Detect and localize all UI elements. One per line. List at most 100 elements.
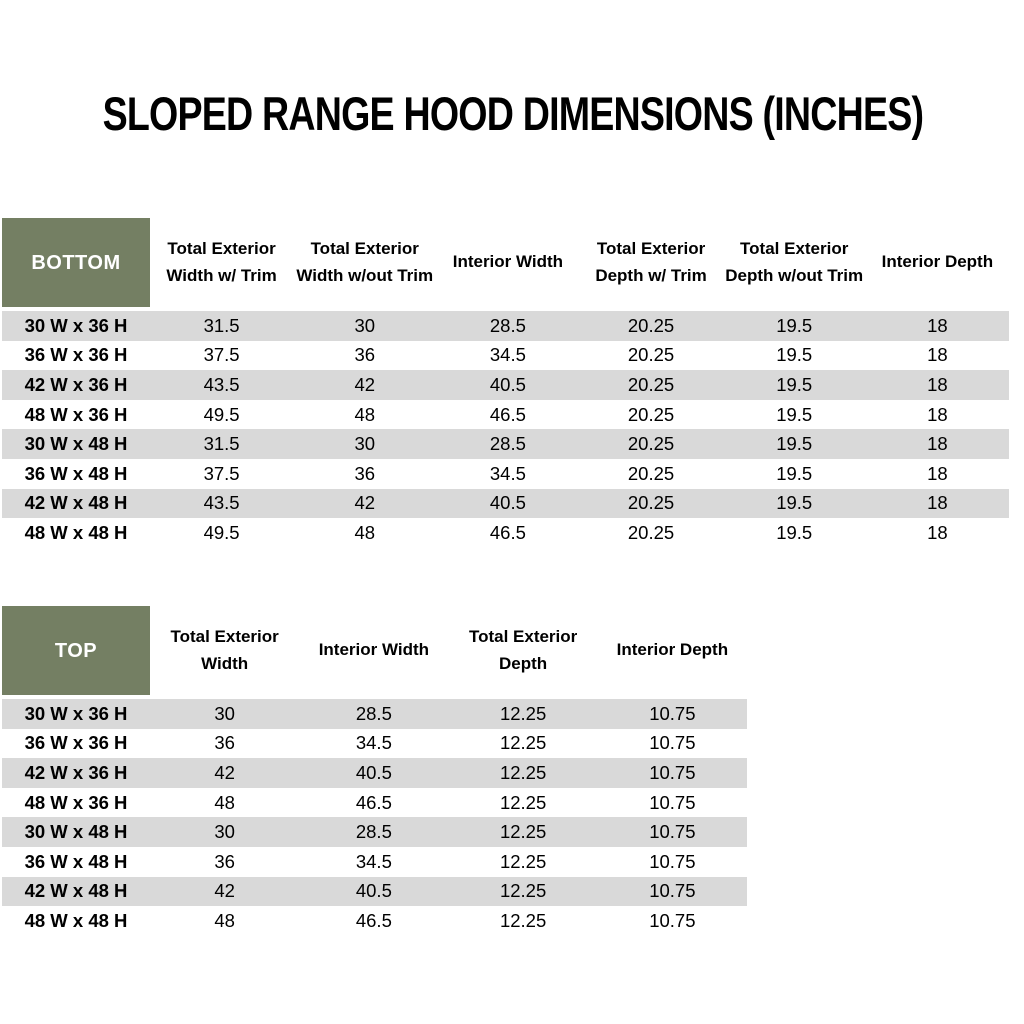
dimension-value: 34.5 <box>299 728 449 759</box>
dimension-value: 30 <box>293 311 437 341</box>
dimension-value: 37.5 <box>150 458 294 489</box>
dimension-value: 34.5 <box>436 340 580 371</box>
dimension-value: 49.5 <box>150 518 294 548</box>
dimension-value: 42 <box>293 370 437 400</box>
column-header: Total Exterior Width <box>150 606 300 695</box>
dimension-value: 46.5 <box>299 787 449 818</box>
header-spacer-cell <box>2 307 1009 311</box>
dimension-value: 19.5 <box>722 429 866 459</box>
row-label: 36 W x 36 H <box>2 340 150 371</box>
dimension-value: 40.5 <box>299 758 449 788</box>
row-label: 36 W x 48 H <box>2 458 150 489</box>
top-dimensions-header-row: TOP Total Exterior Width Interior Width Tot… <box>2 606 747 695</box>
dimension-value: 19.5 <box>722 399 866 430</box>
dimension-value: 30 <box>150 699 300 729</box>
header-spacer-cell <box>2 695 747 699</box>
dimension-value: 18 <box>865 518 1009 548</box>
bottom-dimensions-table: BOTTOM Total Exterior Width w/ Trim Total … <box>2 218 1009 548</box>
dimension-value: 28.5 <box>299 699 449 729</box>
dimension-value: 10.75 <box>597 787 747 818</box>
dimension-value: 28.5 <box>299 817 449 847</box>
dimension-value: 20.25 <box>579 429 723 459</box>
dimension-value: 48 <box>150 906 300 936</box>
dimension-value: 31.5 <box>150 429 294 459</box>
dimension-value: 40.5 <box>436 488 580 519</box>
dimension-value: 18 <box>865 488 1009 519</box>
table-row: 42 W x 36 H 42 40.5 12.25 10.75 <box>2 758 747 788</box>
dimension-value: 30 <box>150 817 300 847</box>
dimension-value: 19.5 <box>722 311 866 341</box>
dimension-value: 48 <box>293 399 437 430</box>
top-dimensions-corner-label: TOP <box>2 606 150 695</box>
table-row: 42 W x 48 H 43.5 42 40.5 20.25 19.5 18 <box>2 488 1009 519</box>
dimension-value: 12.25 <box>448 728 598 759</box>
dimension-value: 19.5 <box>722 458 866 489</box>
dimension-value: 40.5 <box>436 370 580 400</box>
table-row: 48 W x 48 H 48 46.5 12.25 10.75 <box>2 906 747 936</box>
table-row: 30 W x 48 H 31.5 30 28.5 20.25 19.5 18 <box>2 429 1009 459</box>
table-row: 48 W x 48 H 49.5 48 46.5 20.25 19.5 18 <box>2 518 1009 548</box>
dimension-value: 18 <box>865 399 1009 430</box>
dimension-value: 10.75 <box>597 817 747 847</box>
table-row: 48 W x 36 H 49.5 48 46.5 20.25 19.5 18 <box>2 399 1009 430</box>
row-label: 30 W x 48 H <box>2 429 150 459</box>
dimension-value: 18 <box>865 370 1009 400</box>
dimension-value: 36 <box>293 340 437 371</box>
dimension-value: 20.25 <box>579 518 723 548</box>
dimension-value: 42 <box>150 876 300 907</box>
dimension-value: 18 <box>865 311 1009 341</box>
dimension-value: 18 <box>865 458 1009 489</box>
row-label: 42 W x 48 H <box>2 876 150 907</box>
row-label: 48 W x 36 H <box>2 399 150 430</box>
dimension-value: 34.5 <box>436 458 580 489</box>
dimension-value: 10.75 <box>597 758 747 788</box>
dimension-value: 42 <box>293 488 437 519</box>
dimension-value: 12.25 <box>448 817 598 847</box>
dimension-value: 28.5 <box>436 429 580 459</box>
dimension-value: 10.75 <box>597 876 747 907</box>
column-header: Total Exterior Depth w/out Trim <box>722 218 866 307</box>
dimension-value: 18 <box>865 340 1009 371</box>
dimension-value: 34.5 <box>299 846 449 877</box>
dimension-value: 19.5 <box>722 340 866 371</box>
table-row: 30 W x 36 H 30 28.5 12.25 10.75 <box>2 699 747 729</box>
row-label: 36 W x 36 H <box>2 728 150 759</box>
table-row: 36 W x 36 H 36 34.5 12.25 10.75 <box>2 728 747 759</box>
dimension-value: 10.75 <box>597 728 747 759</box>
dimension-value: 10.75 <box>597 846 747 877</box>
row-label: 42 W x 36 H <box>2 370 150 400</box>
dimension-value: 30 <box>293 429 437 459</box>
dimension-value: 40.5 <box>299 876 449 907</box>
top-dimensions-table: TOP Total Exterior Width Interior Width Tot… <box>2 606 747 936</box>
dimension-value: 31.5 <box>150 311 294 341</box>
dimension-value: 10.75 <box>597 699 747 729</box>
dimension-value: 37.5 <box>150 340 294 371</box>
dimension-value: 46.5 <box>299 906 449 936</box>
row-label: 42 W x 48 H <box>2 488 150 519</box>
dimension-value: 28.5 <box>436 311 580 341</box>
dimension-value: 20.25 <box>579 370 723 400</box>
table-row: 36 W x 48 H 37.5 36 34.5 20.25 19.5 18 <box>2 458 1009 489</box>
row-label: 48 W x 48 H <box>2 906 150 936</box>
row-label: 48 W x 36 H <box>2 787 150 818</box>
dimension-value: 12.25 <box>448 876 598 907</box>
table-row: 48 W x 36 H 48 46.5 12.25 10.75 <box>2 787 747 818</box>
column-header: Interior Depth <box>865 218 1009 307</box>
column-header: Total Exterior Depth w/ Trim <box>579 218 723 307</box>
dimension-value: 48 <box>150 787 300 818</box>
header-spacer <box>2 695 747 699</box>
header-spacer <box>2 307 1009 311</box>
bottom-dimensions-header-row: BOTTOM Total Exterior Width w/ Trim Total … <box>2 218 1009 307</box>
dimension-value: 12.25 <box>448 699 598 729</box>
dimension-value: 19.5 <box>722 488 866 519</box>
column-header: Total Exterior Depth <box>448 606 598 695</box>
dimension-value: 36 <box>150 728 300 759</box>
dimension-value: 12.25 <box>448 846 598 877</box>
row-label: 30 W x 36 H <box>2 699 150 729</box>
bottom-dimensions-corner-label: BOTTOM <box>2 218 150 307</box>
dimension-value: 12.25 <box>448 758 598 788</box>
dimension-value: 36 <box>293 458 437 489</box>
row-label: 30 W x 48 H <box>2 817 150 847</box>
row-label: 36 W x 48 H <box>2 846 150 877</box>
